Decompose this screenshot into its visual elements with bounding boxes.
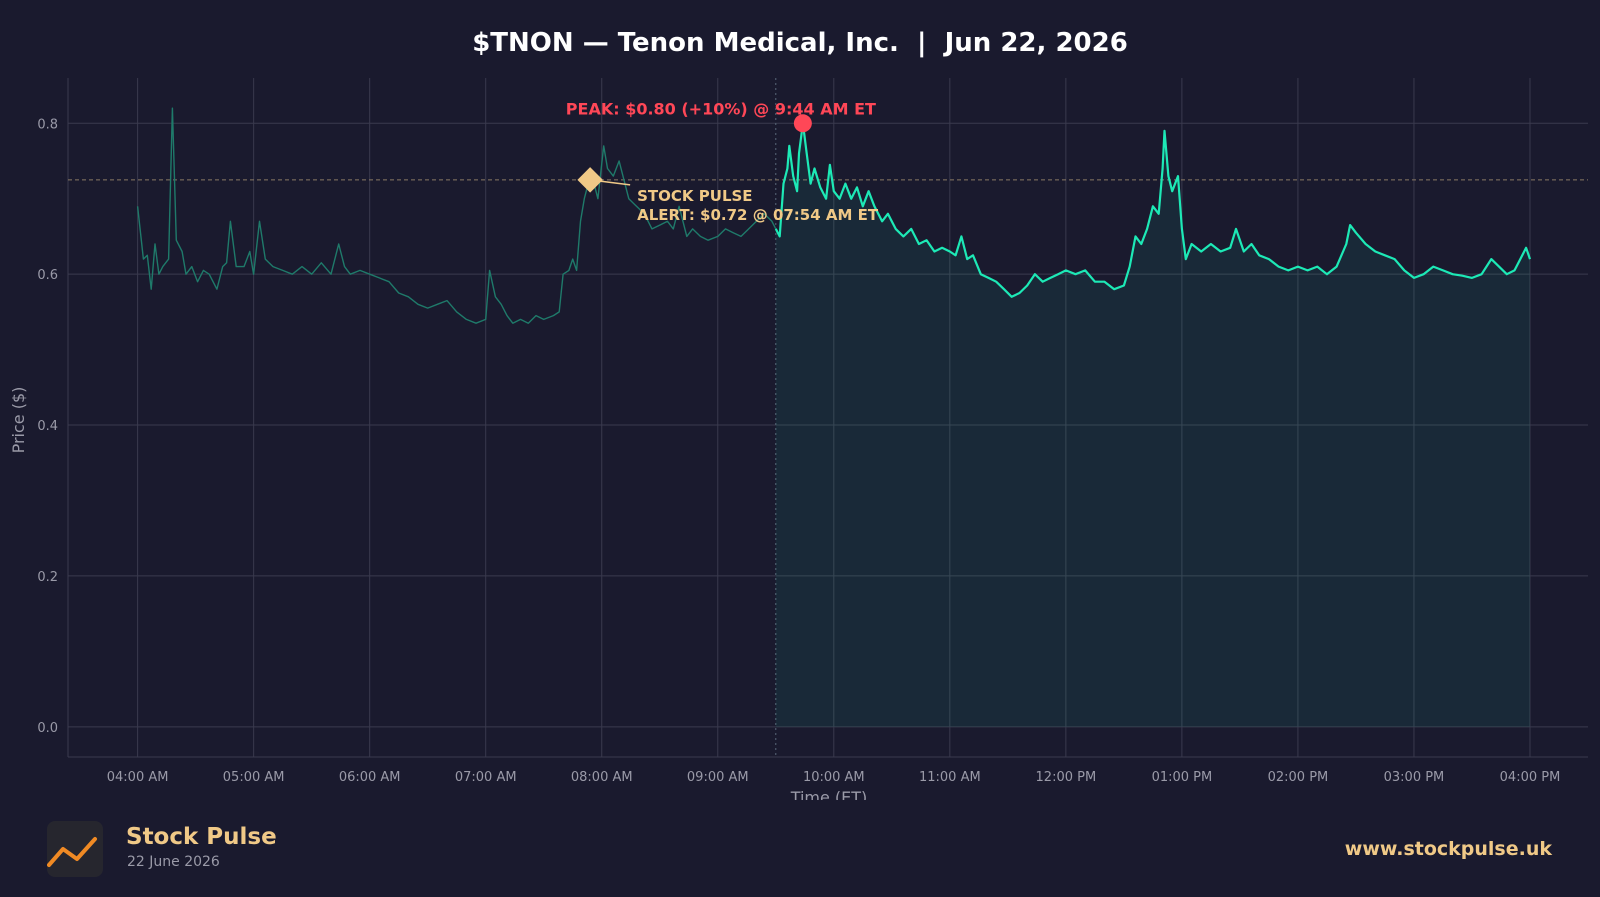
y-tick-label: 0.0 (37, 721, 58, 736)
price-chart: 04:00 AM 05:00 AM 06:00 AM 07:00 AM 08:00 AM… (9, 78, 1588, 800)
x-tick-label: 01:00 PM (1152, 770, 1213, 785)
alert-label-line2: ALERT: $0.72 @ 07:54 AM ET (637, 206, 879, 224)
y-tick-label: 0.2 (37, 570, 58, 585)
peak-marker (793, 114, 812, 133)
x-tick-label: 07:00 AM (455, 770, 517, 785)
x-tick-label: 06:00 AM (339, 770, 401, 785)
regular-session-fill (775, 123, 1530, 727)
y-tick-label: 0.8 (37, 117, 58, 132)
grid-lines (67, 78, 1588, 758)
x-tick-label: 09:00 AM (687, 770, 749, 785)
y-tick-label: 0.4 (37, 419, 58, 434)
trend-line-icon (47, 821, 103, 877)
alert-marker (577, 167, 603, 193)
x-tick-label: 03:00 PM (1384, 770, 1445, 785)
peak-label: PEAK: $0.80 (+10%) @ 9:44 AM ET (566, 99, 876, 118)
x-tick-label: 08:00 AM (571, 770, 633, 785)
pre-market-price-line (136, 107, 777, 324)
x-tick-label: 05:00 AM (223, 770, 285, 785)
x-tick-label: 12:00 PM (1036, 770, 1097, 785)
chart-title: $TNON — Tenon Medical, Inc. | Jun 22, 20… (472, 28, 1128, 58)
x-tick-label: 11:00 AM (919, 770, 981, 785)
y-axis-label: Price ($) (9, 387, 28, 454)
x-axis-label: Time (ET) (790, 788, 868, 800)
axis-ticks: 04:00 AM 05:00 AM 06:00 AM 07:00 AM 08:00 AM… (37, 117, 1560, 785)
brand-date: 22 June 2026 (127, 854, 220, 870)
x-tick-label: 04:00 AM (107, 770, 169, 785)
price-series (136, 107, 1532, 324)
brand-name: Stock Pulse (126, 824, 277, 850)
regular-price-line (774, 122, 1532, 298)
x-tick-label: 10:00 AM (803, 770, 865, 785)
annotations: PEAK: $0.80 (+10%) @ 9:44 AM ET STOCK PUL… (566, 99, 879, 224)
x-tick-label: 04:00 PM (1500, 770, 1561, 785)
y-tick-label: 0.6 (37, 268, 58, 283)
brand-url[interactable]: www.stockpulse.uk (1344, 838, 1552, 860)
alert-label-line1: STOCK PULSE (637, 187, 752, 205)
regular-session-area (775, 123, 1530, 727)
x-tick-label: 02:00 PM (1268, 770, 1329, 785)
